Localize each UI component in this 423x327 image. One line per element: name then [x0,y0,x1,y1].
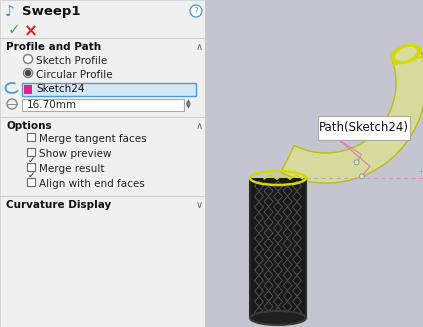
Circle shape [190,5,202,17]
FancyBboxPatch shape [205,0,423,327]
FancyBboxPatch shape [22,99,184,111]
Circle shape [24,55,33,63]
Text: Profile and Path: Profile and Path [6,42,101,52]
FancyBboxPatch shape [0,0,205,327]
Text: 16.70mm: 16.70mm [27,100,77,110]
Polygon shape [281,49,423,183]
Text: Curvature Display: Curvature Display [6,200,111,210]
FancyBboxPatch shape [27,148,35,156]
Text: ✓: ✓ [27,170,35,180]
Text: Merge tangent faces: Merge tangent faces [39,134,147,144]
Text: ?: ? [194,7,198,15]
Text: ✓: ✓ [8,22,21,37]
Ellipse shape [394,46,418,62]
Text: ×: × [24,22,38,40]
Text: ✓: ✓ [27,156,35,164]
Text: +: + [417,167,423,176]
Text: ∧: ∧ [196,42,203,52]
Text: Sweep1: Sweep1 [22,5,80,18]
Ellipse shape [392,44,420,63]
FancyBboxPatch shape [24,85,32,94]
Circle shape [360,174,365,179]
Text: Sketch24: Sketch24 [36,84,85,95]
Text: ∨: ∨ [196,200,203,210]
FancyBboxPatch shape [27,133,35,141]
Text: ♪: ♪ [5,5,15,20]
Ellipse shape [250,311,306,325]
Text: Sketch Profile: Sketch Profile [36,56,107,66]
Text: Path(Sketch24): Path(Sketch24) [319,122,409,134]
Text: ∧: ∧ [196,121,203,131]
Text: ▲: ▲ [186,99,191,104]
Text: Options: Options [6,121,52,131]
FancyBboxPatch shape [27,163,35,171]
Circle shape [24,68,33,77]
Text: Align with end faces: Align with end faces [39,179,145,189]
FancyBboxPatch shape [250,178,306,318]
FancyBboxPatch shape [22,83,196,96]
FancyBboxPatch shape [318,116,410,140]
Circle shape [354,160,359,165]
Text: Merge result: Merge result [39,164,104,174]
Text: Circular Profile: Circular Profile [36,70,113,80]
Circle shape [25,71,30,76]
Text: Show preview: Show preview [39,149,112,159]
Text: ▼: ▼ [186,105,191,110]
FancyBboxPatch shape [27,178,35,186]
